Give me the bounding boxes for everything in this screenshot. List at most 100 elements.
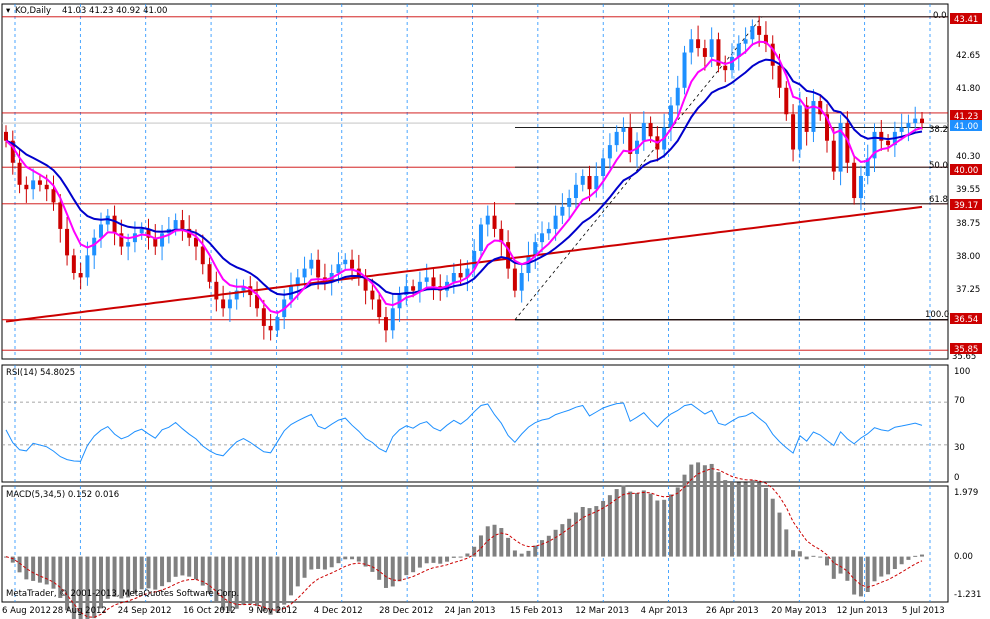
candle-body bbox=[472, 250, 477, 269]
macd-bar bbox=[248, 556, 253, 604]
macd-bar bbox=[10, 556, 15, 563]
macd-bar bbox=[702, 465, 707, 557]
candle-body bbox=[682, 52, 687, 88]
macd-bar bbox=[126, 556, 131, 598]
candle-body bbox=[601, 158, 606, 176]
macd-bar bbox=[560, 524, 565, 557]
macd-bar bbox=[791, 550, 796, 557]
candle-body bbox=[458, 273, 463, 278]
level-tag bbox=[950, 120, 982, 131]
macd-bar bbox=[424, 556, 429, 564]
price-tick: 41.80 bbox=[956, 84, 980, 94]
macd-bar bbox=[261, 556, 266, 612]
fibo-trendline bbox=[514, 16, 763, 321]
macd-bar bbox=[417, 556, 422, 568]
candle-body bbox=[899, 127, 904, 132]
price-tick: 39.55 bbox=[956, 185, 980, 195]
candle-body bbox=[512, 268, 517, 291]
macd-bar bbox=[492, 524, 497, 557]
candle-body bbox=[723, 65, 728, 71]
macd-bar bbox=[621, 485, 626, 557]
macd-bar bbox=[24, 556, 29, 580]
macd-bar bbox=[770, 498, 775, 557]
candle-body bbox=[668, 105, 673, 128]
fibonacci-retracement[interactable] bbox=[514, 16, 948, 321]
macd-bar bbox=[146, 556, 151, 589]
price-panel[interactable] bbox=[1, 3, 949, 360]
macd-bar bbox=[689, 464, 694, 557]
date-label: 9 Nov 2012 bbox=[248, 606, 297, 616]
macd-bar bbox=[336, 556, 341, 564]
date-label: 6 Aug 2012 bbox=[2, 606, 51, 616]
candle-body bbox=[431, 277, 436, 287]
candle-body bbox=[553, 215, 558, 229]
fibo-label: 0.0 bbox=[933, 11, 947, 21]
macd-bar bbox=[879, 556, 884, 577]
macd-bar bbox=[397, 556, 402, 582]
macd-bar bbox=[641, 490, 646, 557]
rsi-panel[interactable] bbox=[1, 364, 949, 483]
watermark: MetaTrader, © 2001-2013, MetaQuotes Soft… bbox=[6, 589, 239, 599]
macd-bar bbox=[648, 493, 653, 557]
rsi-title: RSI(14) 54.8025 bbox=[6, 368, 75, 378]
candle-body bbox=[913, 118, 918, 124]
candle-body bbox=[567, 198, 572, 207]
macd-bar bbox=[282, 556, 287, 605]
macd-axis: 1.979 0.00 -1.231 bbox=[954, 488, 981, 600]
price-tick: 38.00 bbox=[956, 252, 980, 262]
candle-body bbox=[730, 56, 735, 71]
macd-bar bbox=[784, 529, 789, 557]
candle-body bbox=[607, 145, 612, 159]
candle-body bbox=[906, 123, 911, 128]
macd-bar bbox=[533, 545, 538, 557]
candle-body bbox=[533, 242, 538, 256]
candle-body bbox=[309, 259, 314, 269]
macd-bar bbox=[662, 499, 667, 557]
macd-bar bbox=[44, 556, 49, 585]
macd-bar bbox=[350, 556, 355, 560]
fibo-label: 50.0 bbox=[929, 161, 948, 171]
candle-body bbox=[804, 105, 809, 132]
candle-body bbox=[71, 255, 76, 274]
candle-body bbox=[316, 259, 321, 278]
candle-body bbox=[51, 189, 56, 203]
chevron-down-icon[interactable]: ▾ bbox=[6, 6, 11, 16]
macd-bar bbox=[227, 556, 232, 612]
macd-bar bbox=[139, 556, 144, 590]
candle-body bbox=[268, 325, 273, 331]
candle-body bbox=[594, 175, 599, 190]
candle-body bbox=[526, 255, 531, 274]
candle-body bbox=[506, 242, 511, 269]
macd-bar bbox=[553, 529, 558, 557]
macd-bar bbox=[275, 556, 280, 613]
macd-bar bbox=[465, 553, 470, 557]
candle-body bbox=[417, 281, 422, 291]
macd-bar bbox=[567, 518, 572, 557]
symbol-title: KO,Daily bbox=[15, 6, 51, 16]
macd-bar bbox=[65, 556, 70, 611]
candle-body bbox=[78, 273, 83, 278]
macd-bar bbox=[797, 551, 802, 557]
candle-body bbox=[24, 184, 29, 190]
candle-body bbox=[689, 39, 694, 53]
macd-bar bbox=[173, 556, 178, 577]
macd-bar bbox=[512, 550, 517, 557]
macd-bar bbox=[105, 556, 110, 599]
macd-panel[interactable] bbox=[1, 485, 949, 603]
date-label: 5 Jul 2013 bbox=[902, 606, 945, 616]
macd-bar bbox=[411, 556, 416, 573]
macd-bar bbox=[872, 556, 877, 582]
macd-bar bbox=[750, 480, 755, 557]
macd-bar bbox=[241, 556, 246, 605]
macd-bar bbox=[58, 556, 63, 598]
macd-bar bbox=[594, 506, 599, 557]
candle-body bbox=[648, 123, 653, 137]
level-tag-text: 39.17 bbox=[954, 201, 978, 211]
candle-body bbox=[31, 180, 36, 190]
macd-bar bbox=[845, 556, 850, 581]
macd-bar bbox=[804, 556, 809, 560]
macd-bar bbox=[31, 556, 36, 581]
macd-bar bbox=[85, 556, 90, 619]
candle-body bbox=[404, 286, 409, 296]
